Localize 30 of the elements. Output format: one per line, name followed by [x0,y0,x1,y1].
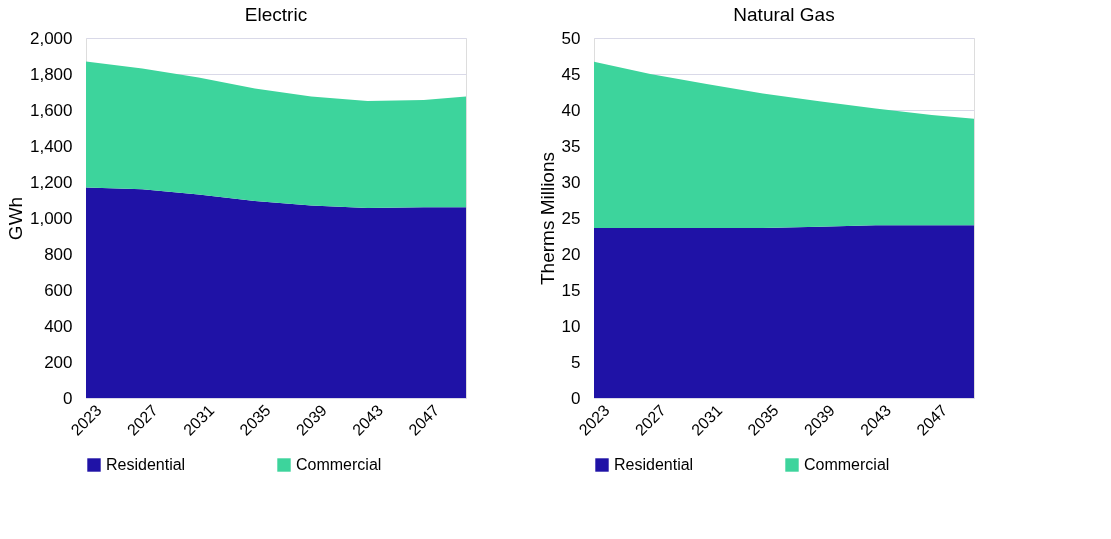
y-axis-title: Therms Millions [536,151,558,286]
y-tick-label: 1,200 [29,172,73,192]
y-tick-label: 1,800 [29,64,73,84]
y-tick-label: 50 [561,28,581,48]
legend-label: Residential [106,456,186,473]
chart-title: Natural Gas [733,4,835,25]
y-tick-label: 600 [44,280,73,300]
y-tick-label: 40 [561,100,581,120]
y-tick-label: 2,000 [29,28,73,48]
y-tick-label: 800 [44,244,73,264]
chart-title: Electric [244,4,308,25]
y-tick-label: 20 [561,244,581,264]
legend-label: Residential [614,456,694,473]
y-tick-label: 35 [561,136,581,156]
y-tick-label: 400 [44,316,73,336]
y-tick-label: 1,400 [29,136,73,156]
y-tick-label: 0 [63,388,73,408]
y-tick-label: 30 [561,172,581,192]
y-tick-label: 1,600 [29,100,73,120]
y-tick-label: 15 [561,280,581,300]
y-tick-label: 10 [561,316,581,336]
y-tick-label: 200 [44,352,73,372]
y-tick-label: 1,000 [29,208,73,228]
legend-label: Commercial [804,456,890,473]
y-tick-label: 0 [571,388,581,408]
y-tick-label: 25 [561,208,581,228]
y-tick-label: 5 [571,352,581,372]
y-tick-label: 45 [561,64,581,84]
y-axis-title: GWh [4,196,26,241]
legend-label: Commercial [296,456,382,473]
